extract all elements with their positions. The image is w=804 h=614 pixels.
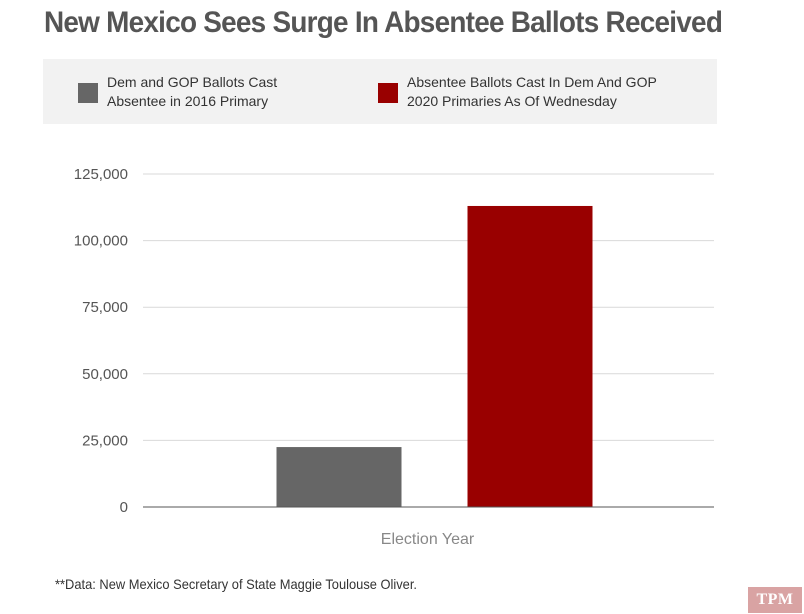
legend-label-2016: Dem and GOP Ballots Cast Absentee in 201… bbox=[107, 73, 347, 111]
legend-swatch-2020 bbox=[378, 83, 398, 103]
bars bbox=[276, 205, 593, 507]
y-tick-label: 0 bbox=[120, 499, 128, 516]
bar-2020 bbox=[467, 205, 593, 507]
legend: Dem and GOP Ballots Cast Absentee in 201… bbox=[43, 59, 717, 124]
legend-swatch-2016 bbox=[78, 83, 98, 103]
y-axis-ticks: 0 25,000 50,000 75,000 100,000 125,000 bbox=[74, 166, 128, 516]
x-axis-label: Election Year bbox=[381, 531, 475, 548]
legend-label-2020: Absentee Ballots Cast In Dem And GOP 202… bbox=[407, 73, 707, 111]
legend-label-2020-line2: 2020 Primaries As Of Wednesday bbox=[407, 93, 617, 109]
chart-title: New Mexico Sees Surge In Absentee Ballot… bbox=[44, 6, 723, 39]
y-tick-label: 100,000 bbox=[74, 233, 128, 250]
bar-2016 bbox=[276, 447, 402, 507]
gridlines bbox=[143, 173, 714, 441]
brand-logo: TPM bbox=[748, 587, 802, 613]
source-note: **Data: New Mexico Secretary of State Ma… bbox=[55, 576, 418, 592]
y-tick-label: 50,000 bbox=[82, 366, 128, 383]
legend-label-2020-line1: Absentee Ballots Cast In Dem And GOP bbox=[407, 74, 657, 90]
legend-label-2016-line2: Absentee in 2016 Primary bbox=[107, 93, 269, 109]
legend-label-2016-line1: Dem and GOP Ballots Cast bbox=[107, 74, 278, 90]
y-tick-label: 125,000 bbox=[74, 166, 128, 183]
y-tick-label: 25,000 bbox=[82, 432, 128, 449]
y-tick-label: 75,000 bbox=[82, 299, 128, 316]
